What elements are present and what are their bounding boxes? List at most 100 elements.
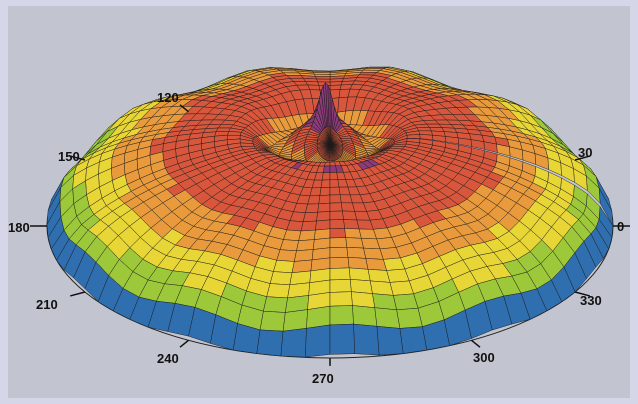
tick-mark-210 [70,291,86,297]
surface-cell [256,329,284,357]
surface-cell [319,187,331,196]
tick-label-180: 180 [8,220,30,235]
surface-cell [353,323,380,356]
surface-cell [329,210,344,221]
tick-label-150: 150 [58,149,80,164]
tick-label-270: 270 [312,371,334,386]
surface-cell [376,326,404,356]
surface-cell [307,195,321,205]
surface-cell [305,324,331,358]
surface-cell [361,238,381,250]
surface-cell [342,210,358,221]
tick-label-210: 210 [36,297,58,312]
surface-cell [298,229,316,241]
surface-cell [300,220,317,232]
angular-tick-labels: 0 30 120 150 180 210 240 270 300 330 [8,90,624,386]
surface-cell [329,246,349,259]
surface-cell [329,228,346,239]
tick-mark-30 [574,155,590,161]
surface-cell [294,249,314,262]
surface-cell [276,249,297,262]
surface-cell [329,186,341,196]
tick-label-0: 0 [617,219,624,234]
surface-cell [351,291,375,308]
surface-cell [389,280,414,296]
tick-label-120: 120 [157,90,179,105]
surface-cell [329,219,345,230]
surface-cell [302,211,318,222]
surface-cell [372,293,397,311]
surface-cell [323,165,331,173]
tick-mark-330 [574,291,590,297]
surface-cell [316,78,331,83]
surface-cell [259,310,286,332]
surface-cell [344,228,362,239]
surface-cell [320,179,331,188]
surface-cell [369,280,394,296]
surface-cell [279,239,299,252]
surface-cell [345,237,364,249]
surface-cell [315,219,331,231]
tick-mark-240 [179,339,189,348]
surface-cell [343,219,360,230]
surface-cell [365,258,387,271]
surface-cell [338,186,351,196]
tick-label-30: 30 [578,145,592,160]
surface-cell [329,172,339,181]
surface-cell [329,179,340,188]
surface-cell [305,203,320,213]
surface-cell [352,305,378,327]
surface-cell [406,134,421,139]
surface-cell [329,165,337,173]
surface-cell [348,267,371,282]
surface-cell [314,228,331,240]
tick-label-300: 300 [473,350,495,365]
tick-mark-120 [179,104,189,113]
tick-label-240: 240 [157,351,179,366]
surface-cell [329,291,353,307]
surface-cell [396,307,423,329]
surface-cell [367,269,391,283]
surface-cell [329,323,355,355]
surface-cell [339,194,353,204]
tick-mark-150 [70,155,86,161]
surface-cell [329,257,350,269]
surface-mesh [46,66,614,358]
surface-cell [329,279,352,293]
surface-cell [317,202,331,213]
surface-cell [306,305,331,329]
surface-cell [329,305,354,326]
surface-cell [296,239,315,252]
surface-cell [374,307,401,329]
surface-cell [399,326,428,354]
surface-cell [349,279,373,294]
surface-cell [280,328,307,358]
surface-cell [329,161,336,167]
surface-cell [340,202,355,212]
surface-cell [283,229,302,241]
surface-cell [329,84,342,91]
surface-cell [329,237,348,248]
surface-cell [346,246,366,259]
surface-cell [318,194,331,205]
surface-cell [316,211,331,222]
surface-cell [282,309,308,332]
tick-label-330: 330 [580,293,602,308]
surface-cell [263,296,288,313]
surface-cell [315,76,331,80]
tick-mark-300 [471,339,481,348]
surface-cell [324,161,331,167]
surface-cell [329,267,351,281]
surface-cell [363,247,384,260]
surface-cell [393,293,419,311]
surface-cell [329,202,343,212]
surface-cell [266,283,291,299]
surface-cell [347,257,369,270]
surface-cell [273,260,295,274]
angular-ticks [30,104,630,366]
surface-cell [329,194,342,204]
surface-cell [416,127,432,132]
surface-cell [269,271,293,286]
